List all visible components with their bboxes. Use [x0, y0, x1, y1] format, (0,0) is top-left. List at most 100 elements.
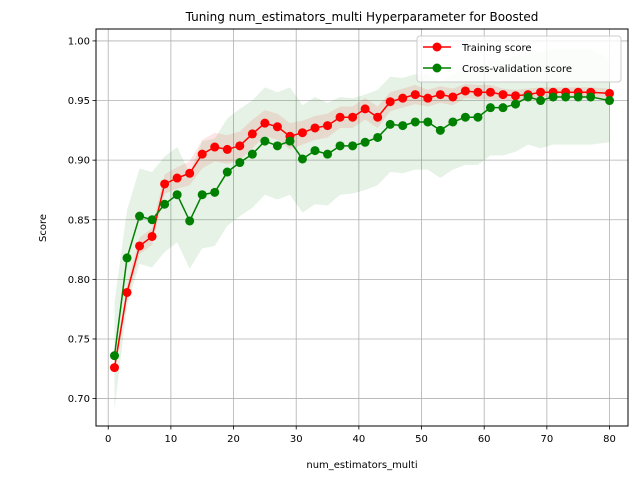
x-tick-label: 70 — [540, 434, 553, 445]
training-score-point — [222, 144, 232, 154]
cross-validation-score-point — [135, 211, 145, 221]
training-score-point — [109, 363, 119, 373]
x-tick-label: 20 — [227, 434, 240, 445]
cross-validation-score-band — [114, 49, 610, 410]
cross-validation-score-point — [410, 117, 420, 127]
y-tick-label: 0.70 — [68, 394, 90, 405]
x-tick-label: 50 — [415, 434, 428, 445]
y-tick-label: 0.85 — [68, 215, 90, 226]
cross-validation-score-point — [373, 132, 383, 142]
training-score-point — [373, 112, 383, 122]
training-score-point — [423, 93, 433, 103]
cross-validation-score-point — [172, 190, 182, 200]
training-score-point — [473, 87, 483, 97]
training-score-point — [210, 142, 220, 152]
chart-title: Tuning num_estimators_multi Hyperparamet… — [185, 10, 539, 24]
y-tick-label: 0.80 — [68, 275, 90, 286]
training-score-point — [335, 112, 345, 122]
training-score-point — [235, 141, 245, 151]
cross-validation-score-point — [335, 141, 345, 151]
cross-validation-score-point — [498, 103, 508, 113]
cross-validation-score-point — [586, 92, 596, 102]
y-tick-label: 0.75 — [68, 334, 90, 345]
training-score-point — [511, 91, 521, 101]
cross-validation-score-point — [473, 112, 483, 122]
training-score-point — [485, 87, 495, 97]
x-axis-ticks: 0 10 20 30 40 50 60 70 80 — [105, 426, 616, 445]
cross-validation-score-point — [147, 215, 157, 225]
y-tick-label: 0.90 — [68, 156, 90, 167]
series-points — [109, 86, 615, 373]
x-axis-label: num_estimators_multi — [306, 460, 417, 471]
training-score-point — [605, 88, 615, 98]
training-score-point — [185, 168, 195, 178]
training-score-point — [398, 93, 408, 103]
legend-marker-training — [432, 42, 442, 52]
cross-validation-score-point — [185, 216, 195, 226]
training-score-point — [385, 97, 395, 107]
cross-validation-score-point — [523, 92, 533, 102]
cross-validation-score-point — [448, 117, 458, 127]
cross-validation-score-point — [285, 136, 295, 146]
x-tick-label: 40 — [353, 434, 366, 445]
cross-validation-score-point — [573, 92, 583, 102]
cross-validation-score-point — [360, 137, 370, 147]
training-score-line — [113, 90, 610, 368]
training-score-point — [536, 87, 546, 97]
legend-box — [416, 35, 622, 83]
cross-validation-score-point — [197, 190, 207, 200]
training-score-point — [348, 112, 358, 122]
y-tick-label: 0.95 — [68, 96, 90, 107]
cross-validation-score-point — [160, 199, 170, 209]
cross-validation-score-point — [536, 96, 546, 106]
cross-validation-score-point — [385, 119, 395, 129]
cross-validation-score-point — [297, 154, 307, 164]
cross-validation-score-point — [435, 125, 445, 135]
cross-validation-score-point — [348, 141, 358, 151]
cross-validation-score-point — [247, 149, 257, 159]
training-score-band — [114, 83, 610, 375]
training-score-point — [323, 121, 333, 131]
cross-validation-score-point — [222, 167, 232, 177]
cross-validation-score-point — [398, 121, 408, 131]
training-score-point — [260, 118, 270, 128]
y-tick-label: 1.00 — [68, 36, 90, 47]
cross-validation-score-point — [235, 158, 245, 168]
training-score-point — [297, 128, 307, 138]
training-score-point — [448, 92, 458, 102]
cross-validation-score-point — [272, 141, 282, 151]
cross-validation-score-point — [511, 99, 521, 109]
series-lines — [113, 90, 610, 368]
training-score-point — [247, 129, 257, 139]
x-tick-label: 0 — [105, 434, 111, 445]
training-score-point — [310, 123, 320, 133]
legend-label-training: Training score — [461, 43, 532, 54]
cross-validation-score-point — [485, 103, 495, 113]
y-axis-label: Score — [38, 214, 49, 242]
legend-label-cross-validation: Cross-validation score — [462, 64, 572, 75]
cross-validation-score-line — [113, 96, 610, 356]
cross-validation-score-point — [423, 117, 433, 127]
training-score-point — [197, 149, 207, 159]
plot-frame — [95, 28, 629, 427]
training-score-point — [498, 90, 508, 100]
cross-validation-score-point — [323, 149, 333, 159]
cross-validation-score-point — [260, 136, 270, 146]
cross-validation-score-point — [310, 146, 320, 156]
y-axis-ticks: 0.70 0.75 0.80 0.85 0.90 0.95 1.00 — [68, 36, 96, 405]
training-score-point — [172, 173, 182, 183]
cross-validation-score-point — [548, 92, 558, 102]
legend-marker-cross-validation — [432, 63, 442, 73]
training-score-point — [147, 231, 157, 241]
x-tick-label: 60 — [478, 434, 491, 445]
cross-validation-score-point — [561, 92, 571, 102]
training-score-point — [460, 86, 470, 96]
cross-validation-score-point — [210, 187, 220, 197]
cross-validation-score-point — [109, 351, 119, 361]
training-score-point — [410, 90, 420, 100]
x-tick-label: 80 — [603, 434, 616, 445]
cross-validation-score-point — [122, 253, 132, 263]
training-score-point — [435, 90, 445, 100]
cross-validation-score-point — [605, 96, 615, 106]
